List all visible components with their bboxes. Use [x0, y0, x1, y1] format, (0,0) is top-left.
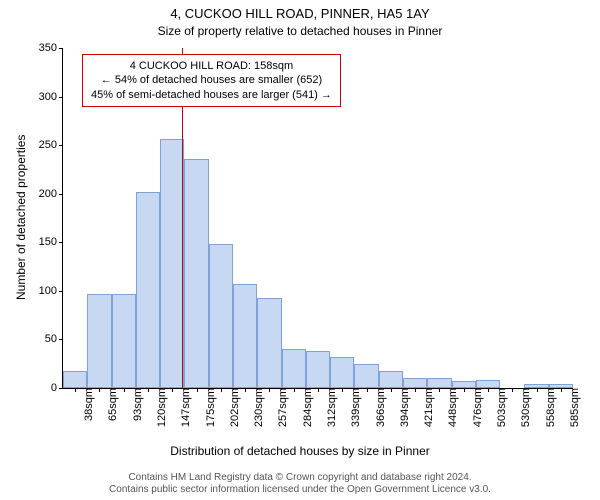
histogram-bar [452, 381, 476, 388]
y-tick-label: 350 [39, 42, 63, 54]
x-tick-label: 530sqm [516, 388, 532, 427]
x-tick-label: 175sqm [201, 388, 217, 427]
histogram-bar [257, 298, 281, 388]
histogram-bar [403, 378, 427, 388]
footer-attribution: Contains HM Land Registry data © Crown c… [0, 472, 600, 496]
histogram-bar [160, 139, 184, 388]
x-tick-mark [488, 388, 489, 392]
histogram-bar [63, 371, 87, 388]
histogram-bar [330, 357, 354, 388]
histogram-bar [184, 159, 208, 388]
x-tick-mark [172, 388, 173, 392]
x-tick-mark [342, 388, 343, 392]
x-tick-label: 120sqm [152, 388, 168, 427]
x-tick-label: 202sqm [225, 388, 241, 427]
x-tick-mark [415, 388, 416, 392]
x-tick-label: 558sqm [541, 388, 557, 427]
histogram-bar [476, 380, 500, 388]
y-tick-label: 200 [39, 188, 63, 200]
x-tick-mark [197, 388, 198, 392]
x-tick-label: 476sqm [468, 388, 484, 427]
x-tick-label: 65sqm [103, 388, 119, 421]
footer-line-2: Contains public sector information licen… [0, 484, 600, 496]
property-annotation-box: 4 CUCKOO HILL ROAD: 158sqm ← 54% of deta… [82, 54, 341, 107]
x-tick-label: 257sqm [273, 388, 289, 427]
x-axis-label: Distribution of detached houses by size … [0, 444, 600, 458]
y-tick-label: 0 [51, 382, 63, 394]
x-tick-mark [439, 388, 440, 392]
x-tick-label: 394sqm [395, 388, 411, 427]
histogram-bar [87, 294, 111, 388]
x-tick-label: 147sqm [176, 388, 192, 427]
x-tick-label: 448sqm [443, 388, 459, 427]
histogram-bar [233, 284, 257, 388]
annotation-line-2: ← 54% of detached houses are smaller (65… [91, 73, 332, 87]
x-tick-mark [391, 388, 392, 392]
chart-title: 4, CUCKOO HILL ROAD, PINNER, HA5 1AY [0, 6, 600, 21]
x-tick-mark [148, 388, 149, 392]
y-tick-label: 100 [39, 285, 63, 297]
histogram-bar [112, 294, 136, 388]
x-tick-label: 284sqm [298, 388, 314, 427]
y-tick-label: 50 [45, 333, 63, 345]
histogram-bar [354, 364, 378, 388]
y-axis-label: Number of detached properties [14, 135, 28, 300]
x-tick-mark [245, 388, 246, 392]
histogram-bar [427, 378, 451, 388]
x-tick-mark [318, 388, 319, 392]
x-tick-mark [294, 388, 295, 392]
x-tick-label: 421sqm [419, 388, 435, 427]
y-tick-label: 250 [39, 139, 63, 151]
x-tick-mark [537, 388, 538, 392]
annotation-line-3: 45% of semi-detached houses are larger (… [91, 88, 332, 102]
histogram-bar [209, 244, 233, 388]
x-tick-mark [512, 388, 513, 392]
x-tick-mark [75, 388, 76, 392]
x-tick-mark [99, 388, 100, 392]
chart-subtitle: Size of property relative to detached ho… [0, 24, 600, 38]
x-tick-label: 366sqm [371, 388, 387, 427]
x-tick-mark [561, 388, 562, 392]
x-tick-label: 585sqm [565, 388, 581, 427]
y-tick-label: 150 [39, 236, 63, 248]
x-tick-label: 312sqm [322, 388, 338, 427]
x-tick-mark [124, 388, 125, 392]
x-tick-mark [221, 388, 222, 392]
x-tick-label: 230sqm [249, 388, 265, 427]
x-tick-label: 503sqm [492, 388, 508, 427]
x-tick-mark [367, 388, 368, 392]
x-tick-label: 339sqm [346, 388, 362, 427]
histogram-bar [282, 349, 306, 388]
annotation-line-1: 4 CUCKOO HILL ROAD: 158sqm [91, 59, 332, 73]
x-tick-label: 38sqm [79, 388, 95, 421]
y-tick-label: 300 [39, 91, 63, 103]
histogram-bar [306, 351, 330, 388]
x-tick-label: 93sqm [128, 388, 144, 421]
footer-line-1: Contains HM Land Registry data © Crown c… [0, 472, 600, 484]
histogram-bar [136, 192, 160, 388]
x-tick-mark [464, 388, 465, 392]
histogram-bar [379, 371, 403, 388]
x-tick-mark [269, 388, 270, 392]
